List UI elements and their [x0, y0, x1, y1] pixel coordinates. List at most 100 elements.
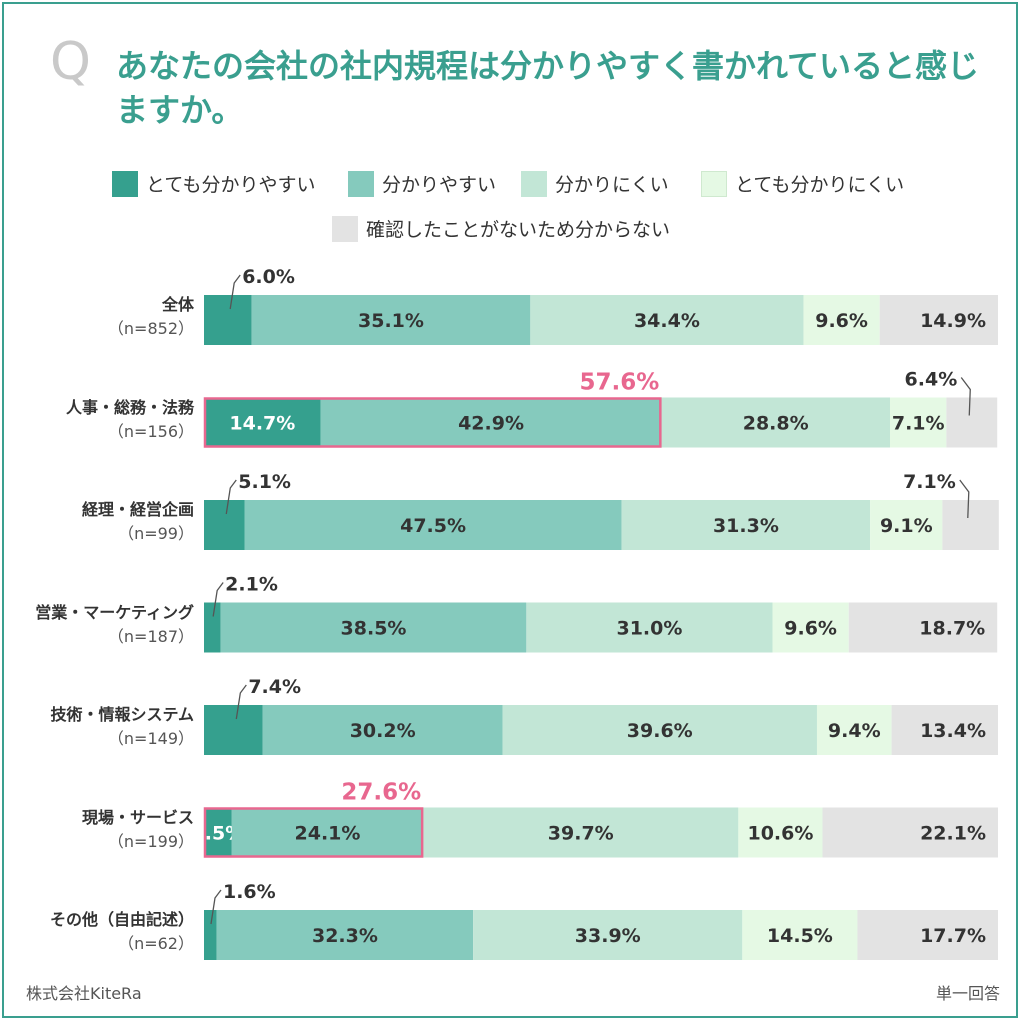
chart-title: あなたの会社の社内規程は分かりやすく書かれていると感じますか。	[116, 47, 980, 129]
row-name: 全体	[161, 295, 194, 314]
data-label: 30.2%	[350, 720, 416, 742]
bar-segment	[502, 705, 817, 755]
data-label: 6.0%	[242, 266, 295, 288]
row-name: その他（自由記述）	[49, 910, 194, 929]
bar-segment	[803, 295, 880, 345]
row-name: 経理・経営企画	[81, 500, 194, 519]
bar-segment	[891, 705, 998, 755]
data-label: 10.6%	[747, 823, 813, 845]
legend-item: とても分かりにくい	[701, 170, 904, 197]
data-label: 18.7%	[919, 618, 985, 640]
row-sample-size: （n=149）	[107, 729, 194, 748]
leader-line	[960, 377, 971, 416]
bar-segment	[526, 602, 773, 653]
leader-line	[229, 274, 241, 310]
data-label: 22.1%	[920, 823, 986, 845]
data-label: 13.4%	[920, 720, 986, 742]
row-label: 全体 （n=852）	[8, 293, 194, 341]
bar-segment	[204, 602, 221, 653]
bar-segment	[220, 602, 527, 653]
bar-segment	[946, 397, 998, 448]
data-label: 7.4%	[248, 676, 301, 698]
bar-segment	[621, 500, 871, 550]
highlight-box	[203, 397, 662, 448]
row-label: 人事・総務・法務 （n=156）	[8, 396, 194, 444]
legend-swatch	[521, 170, 547, 197]
data-label: 9.6%	[815, 310, 868, 332]
data-label: 9.4%	[828, 720, 881, 742]
row-sample-size: （n=199）	[107, 831, 194, 851]
row-name: 現場・サービス	[81, 807, 194, 827]
data-label: 39.6%	[627, 720, 693, 742]
leader-line	[959, 479, 970, 519]
data-label: 9.1%	[880, 515, 933, 537]
bar-segment	[738, 807, 823, 858]
bar-segment	[423, 807, 739, 858]
legend-label: とても分かりにくい	[735, 174, 905, 196]
data-label: 5.1%	[238, 471, 291, 493]
bar-segment	[320, 397, 662, 448]
legend-swatch	[112, 170, 138, 197]
row-name: 営業・マーケティング	[35, 602, 194, 622]
bar-segment	[661, 397, 891, 448]
data-label: 9.6%	[784, 618, 837, 640]
data-label: 7.1%	[892, 413, 945, 435]
row-sample-size: （n=156）	[107, 421, 194, 441]
data-label: 39.7%	[548, 823, 614, 845]
bar-segment	[816, 705, 892, 755]
legend-item: とても分かりやすい	[112, 170, 315, 197]
bar-segment	[231, 807, 424, 858]
bar-segment	[204, 500, 245, 550]
data-label: 14.7%	[229, 413, 295, 435]
row-sample-size: （n=187）	[107, 626, 194, 646]
bar-segment	[244, 500, 622, 550]
bar-segment	[204, 295, 252, 345]
data-label: 28.8%	[743, 413, 809, 435]
bar-segment	[879, 295, 998, 345]
bar-segment	[216, 910, 474, 960]
legend-item: 分かりやすい	[348, 170, 496, 197]
legend-swatch	[348, 170, 374, 197]
data-label: 31.3%	[713, 515, 779, 537]
question-mark-icon: Q	[50, 32, 91, 92]
legend-label: 分かりにくい	[555, 174, 669, 196]
leader-line	[235, 684, 247, 720]
row-label: 経理・経営企画 （n=99）	[8, 498, 194, 546]
data-label: 24.1%	[295, 823, 361, 845]
data-label: 47.5%	[400, 515, 466, 537]
bar-segment	[890, 397, 947, 448]
bar-segment	[251, 295, 531, 345]
data-label: 33.9%	[575, 925, 641, 947]
bar-segment	[262, 705, 503, 755]
data-label: 17.7%	[920, 925, 986, 947]
legend-label: 確認したことがないため分からない	[366, 219, 671, 241]
bar-segment	[473, 910, 743, 960]
legend-swatch	[701, 170, 727, 197]
leader-line	[212, 582, 224, 617]
legend-label: 分かりやすい	[382, 174, 497, 196]
row-label: 技術・情報システム （n=149）	[8, 703, 194, 751]
data-label: 38.5%	[341, 618, 407, 640]
bar-segment	[822, 807, 998, 858]
data-label: 35.1%	[358, 310, 424, 332]
legend-item: 確認したことがないため分からない	[332, 215, 670, 242]
bar-segment	[942, 500, 999, 550]
highlight-total-label: 57.6%	[580, 370, 660, 396]
bar-segment	[857, 910, 998, 960]
highlight-box	[203, 807, 424, 858]
data-label: 34.4%	[634, 310, 700, 332]
data-label: 31.0%	[616, 618, 682, 640]
bar-segment	[204, 705, 263, 755]
bar-segment	[530, 295, 804, 345]
legend-label: とても分かりやすい	[146, 174, 316, 196]
row-name: 技術・情報システム	[50, 705, 194, 724]
data-label: 42.9%	[458, 413, 524, 435]
leader-line	[210, 889, 222, 925]
bar-segment	[204, 807, 232, 858]
row-sample-size: （n=99）	[118, 524, 194, 543]
data-label: 14.5%	[767, 925, 833, 947]
data-label: 7.1%	[903, 471, 956, 493]
footer-answer-type: 単一回答	[935, 984, 1000, 1003]
row-label: 現場・サービス （n=199）	[8, 806, 194, 854]
